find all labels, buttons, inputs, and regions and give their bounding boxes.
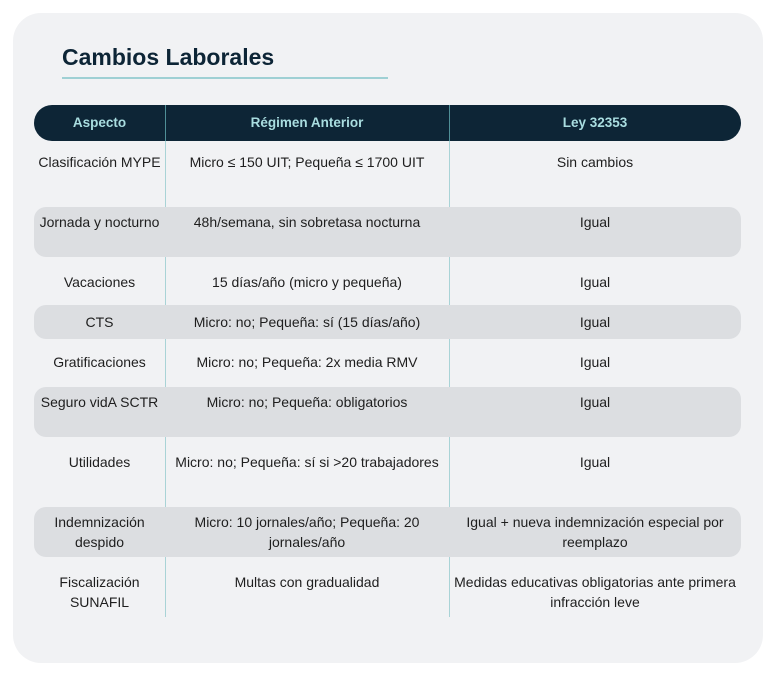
cell-ley: Igual <box>579 314 611 330</box>
page-title: Cambios Laborales <box>62 44 275 70</box>
cell-anterior: Micro: no; Pequeña: obligatorios <box>206 394 408 410</box>
table-row: Seguro vidA SCTR Micro: no; Pequeña: obl… <box>34 387 741 437</box>
cell-ley: Igual <box>579 214 611 230</box>
cell-ley: Medidas educativas obligatorias ante pri… <box>454 574 736 610</box>
cell-aspecto: Utilidades <box>68 454 131 470</box>
cell-aspecto: Fiscalización SUNAFIL <box>59 574 140 610</box>
cell-ley: Igual <box>579 454 611 470</box>
table-row: Utilidades Micro: no; Pequeña: sí si >20… <box>34 447 741 501</box>
header-aspecto: Aspecto <box>72 115 127 130</box>
title-underline <box>62 77 388 79</box>
cell-aspecto: Seguro vidA SCTR <box>40 394 159 410</box>
header-regimen-anterior: Régimen Anterior <box>250 115 364 130</box>
cell-anterior: 15 días/año (micro y pequeña) <box>212 274 402 290</box>
column-divider <box>449 141 450 617</box>
table-row: Vacaciones 15 días/año (micro y pequeña)… <box>34 267 741 301</box>
header-divider <box>449 105 450 141</box>
cell-aspecto: Clasificación MYPE <box>38 154 161 170</box>
cell-anterior: Micro: no; Pequeña: sí si >20 trabajador… <box>175 454 439 470</box>
column-divider <box>165 141 166 617</box>
table-header: Aspecto Régimen Anterior Ley 32353 <box>34 105 741 141</box>
header-ley: Ley 32353 <box>562 115 628 130</box>
cell-aspecto: Jornada y nocturno <box>39 214 160 230</box>
table-row: Indemnización despido Micro: 10 jornales… <box>34 507 741 557</box>
cell-aspecto: Gratificaciones <box>53 354 146 370</box>
cell-anterior: Micro: 10 jornales/año; Pequeña: 20 jorn… <box>194 514 420 550</box>
cell-aspecto: Vacaciones <box>63 274 136 290</box>
cell-ley: Igual + nueva indemnización especial por… <box>466 514 724 550</box>
cell-anterior: Micro: no; Pequeña: sí (15 días/año) <box>193 314 421 330</box>
table-row: Fiscalización SUNAFIL Multas con gradual… <box>34 567 741 617</box>
cell-ley: Igual <box>579 394 611 410</box>
header-divider <box>165 105 166 141</box>
cell-ley: Igual <box>579 274 611 290</box>
table-row: Gratificaciones Micro: no; Pequeña: 2x m… <box>34 347 741 381</box>
cell-anterior: Multas con gradualidad <box>234 574 380 590</box>
cell-ley: Sin cambios <box>556 154 634 170</box>
cell-anterior: Micro: no; Pequeña: 2x media RMV <box>196 354 418 370</box>
cell-anterior: 48h/semana, sin sobretasa nocturna <box>193 214 421 230</box>
cell-ley: Igual <box>579 354 611 370</box>
table-row: Clasificación MYPE Micro ≤ 150 UIT; Pequ… <box>34 147 741 201</box>
cell-anterior: Micro ≤ 150 UIT; Pequeña ≤ 1700 UIT <box>189 154 425 170</box>
cell-aspecto: Indemnización despido <box>54 514 145 550</box>
table-row: Jornada y nocturno 48h/semana, sin sobre… <box>34 207 741 257</box>
table-row: CTS Micro: no; Pequeña: sí (15 días/año)… <box>34 305 741 339</box>
cell-aspecto: CTS <box>85 314 114 330</box>
